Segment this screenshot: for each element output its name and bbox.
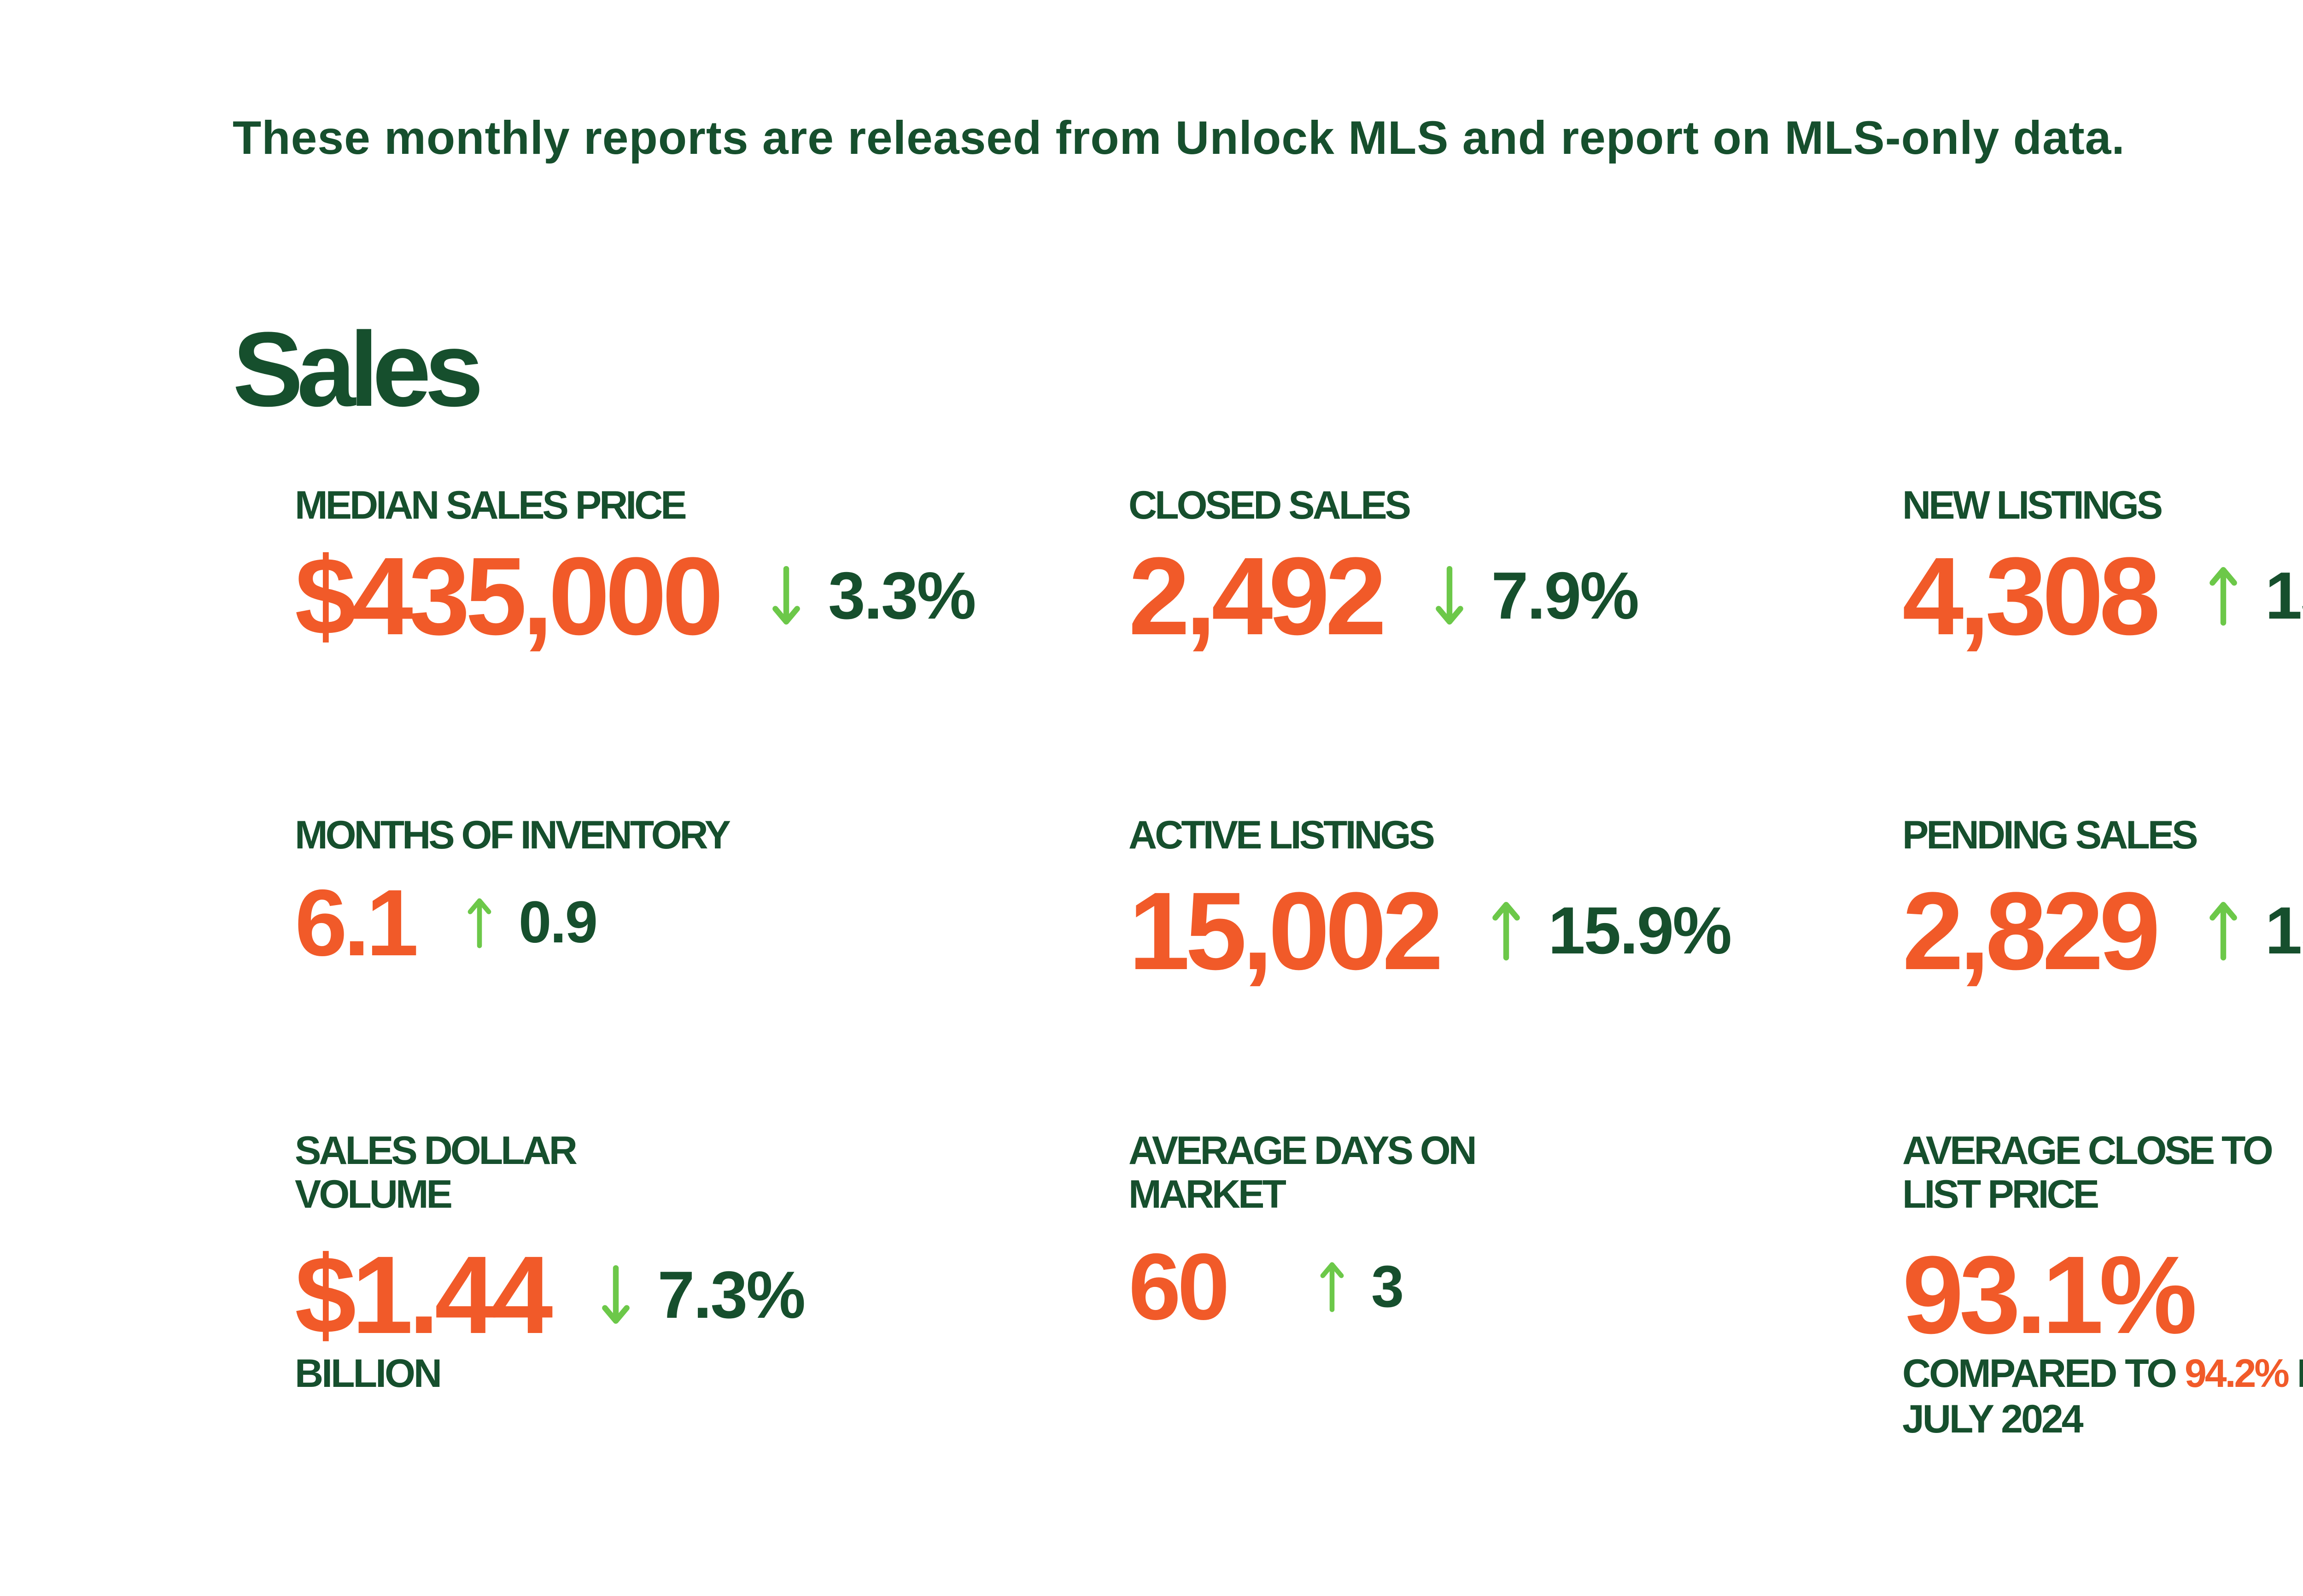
note-suffix: IN JULY 2024 [1902,1351,2303,1442]
metric-sales-dollar-volume: SALES DOLLAR VOLUME $1.44 7.3% BILLION [295,1129,1115,1397]
metric-label: CLOSED SALES [1128,483,1411,527]
metric-label: NEW LISTINGS [1902,483,2163,527]
metric-value: 6.1 [295,870,419,976]
metric-value: 93.1% [1902,1233,2198,1357]
up-arrow-icon [2207,900,2240,962]
metric-closed-sales: CLOSED SALES 2,492 7.9% [1128,484,1948,651]
metric-value: 60 [1128,1234,1230,1340]
note-highlight-value: 94.2% [2184,1351,2290,1396]
metric-value: 2,492 [1128,534,1387,658]
metric-active-listings: ACTIVE LISTINGS 15,002 15.9% [1128,813,1948,986]
metric-value-row: 6.1 0.9 [295,876,1115,970]
metric-delta: 0.9 [518,889,598,956]
metric-value-row: 15,002 15.9% [1128,876,1948,986]
metric-label: PENDING SALES [1902,813,2198,857]
metric-value-row: 2,829 15.3% [1902,876,2303,986]
metric-delta: 7.9% [1491,558,1639,633]
metric-label: AVERAGE CLOSE TO LIST PRICE [1902,1128,2274,1216]
metric-label: MONTHS OF INVENTORY [295,813,731,857]
down-arrow-icon [599,1264,632,1326]
metric-label: SALES DOLLAR VOLUME [295,1128,578,1216]
up-arrow-icon [1490,900,1523,962]
metric-value-row: 4,308 13.4% [1902,541,2303,651]
metric-value: $435,000 [295,534,724,658]
down-arrow-icon [770,565,803,627]
metric-value-row: 2,492 7.9% [1128,541,1948,651]
metric-delta: 15.3% [2265,893,2303,968]
metric-label: ACTIVE LISTINGS [1128,813,1435,857]
metric-comparison-note: COMPARED TO 94.2% IN JULY 2024 [1902,1351,2303,1442]
metric-median-sales-price: MEDIAN SALES PRICE $435,000 3.3% [295,484,1115,651]
metric-value: 2,829 [1902,869,2161,993]
up-arrow-icon [2207,565,2240,627]
up-arrow-icon [466,896,493,949]
metric-value: 15,002 [1128,869,1444,993]
up-arrow-icon [1318,1260,1346,1313]
metric-months-of-inventory: MONTHS OF INVENTORY 6.1 0.9 [295,813,1115,970]
metric-delta: 3.3% [828,558,976,633]
metric-new-listings: NEW LISTINGS 4,308 13.4% [1902,484,2303,651]
metric-average-close-to-list-price: AVERAGE CLOSE TO LIST PRICE 93.1% COMPAR… [1902,1129,2303,1442]
metric-value: 4,308 [1902,534,2161,658]
metric-delta: 13.4% [2265,558,2303,633]
metric-value: $1.44 [295,1233,553,1357]
metric-label: AVERAGE DAYS ON MARKET [1128,1128,1477,1216]
metric-delta: 15.9% [1548,893,1732,968]
section-title-sales: Sales [233,310,484,428]
metric-delta: 7.3% [657,1257,806,1332]
intro-text: These monthly reports are released from … [233,111,2125,164]
metric-average-days-on-market: AVERAGE DAYS ON MARKET 60 3 [1128,1129,1948,1334]
note-prefix: COMPARED TO [1902,1351,2185,1396]
metric-value-row: $435,000 3.3% [295,541,1115,651]
metric-value-row: 93.1% [1902,1239,2303,1350]
metric-value-row: $1.44 7.3% [295,1239,1115,1350]
down-arrow-icon [1433,565,1466,627]
metric-pending-sales: PENDING SALES 2,829 15.3% [1902,813,2303,986]
metric-value-row: 60 3 [1128,1239,1948,1334]
metric-label: MEDIAN SALES PRICE [295,483,687,527]
metric-sub-label-billion: BILLION [295,1351,442,1396]
metric-delta: 3 [1371,1253,1404,1320]
